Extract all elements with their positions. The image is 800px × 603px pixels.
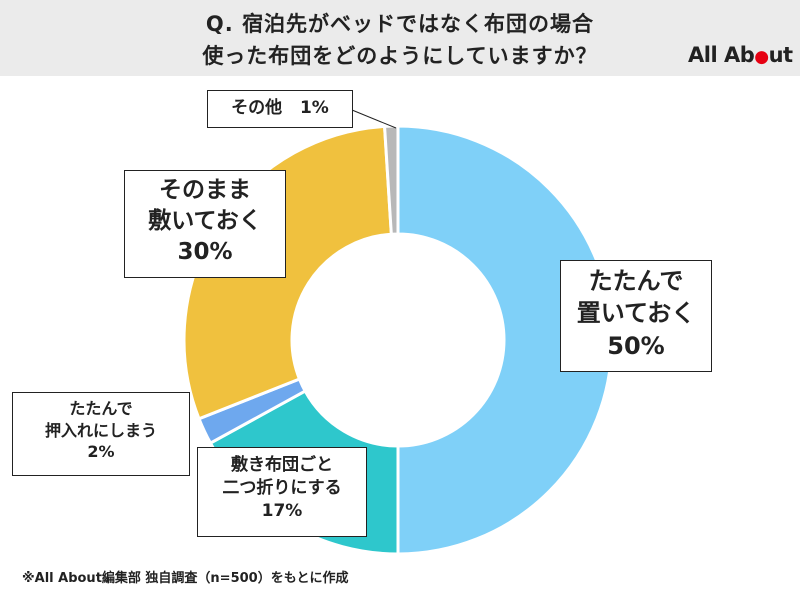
slice-4 xyxy=(382,124,400,236)
label-leave-laid-out: そのまま 敷いておく 30% xyxy=(124,170,286,278)
logo-text: All Ab●ut xyxy=(688,43,793,67)
label-put-in-closet-value: 2% xyxy=(87,442,115,462)
logo-accent-icon: ● xyxy=(754,47,769,67)
header-bar: Q. 宿泊先がベッドではなく布団の場合 使った布団をどのようにしていますか？ A… xyxy=(0,0,800,76)
label-folded-in-half-value: 17% xyxy=(261,500,303,521)
label-folded-in-half-line2: 二つ折りにする xyxy=(222,477,342,498)
label-other-value: 1% xyxy=(299,98,329,118)
slice-0 xyxy=(396,124,614,556)
label-leave-laid-out-value: 30% xyxy=(177,239,233,266)
title-line-2: 使った布団をどのようにしていますか？ xyxy=(202,44,598,68)
label-leave-laid-out-line1: そのまま xyxy=(159,177,251,203)
label-other-name: その他 xyxy=(231,98,283,118)
label-put-in-closet-line2: 押入れにしまう xyxy=(44,420,157,440)
label-folded-left-line2: 置いておく xyxy=(576,299,696,328)
label-folded-left-value: 50% xyxy=(607,331,665,360)
label-put-in-closet: たたんで 押入れにしまう 2% xyxy=(12,392,190,476)
label-folded-in-half: 敷き布団ごと 二つ折りにする 17% xyxy=(197,447,367,537)
label-folded-in-half-line1: 敷き布団ごと xyxy=(231,455,333,475)
leader-line-other xyxy=(351,109,397,129)
label-folded-left-line1: たたんで xyxy=(588,267,684,295)
label-put-in-closet-line1: たたんで xyxy=(69,399,133,418)
slice-3 xyxy=(182,124,393,421)
label-other: その他 1% xyxy=(207,90,353,128)
all-about-logo: All Ab●ut xyxy=(688,43,793,67)
footnote: ※All About編集部 独自調査（n=500）をもとに作成 xyxy=(22,571,349,586)
title-line-1: Q. 宿泊先がベッドではなく布団の場合 xyxy=(205,12,595,36)
label-folded-left: たたんで 置いておく 50% xyxy=(560,260,712,372)
label-leave-laid-out-line2: 敷いておく xyxy=(148,208,262,235)
